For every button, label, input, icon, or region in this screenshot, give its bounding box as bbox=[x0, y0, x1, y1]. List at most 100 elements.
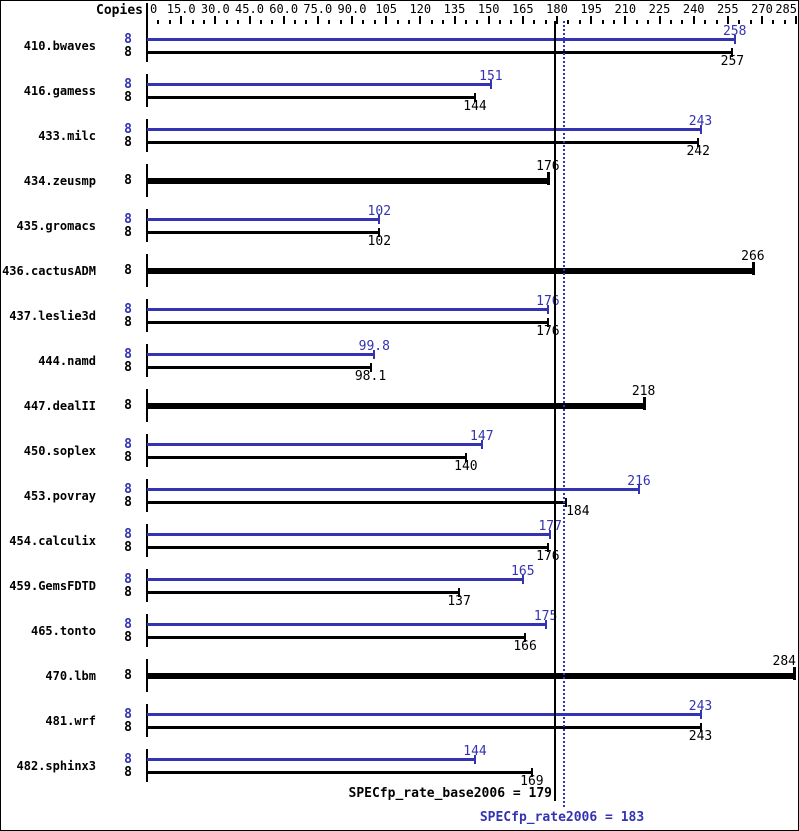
peak-bar-endcap bbox=[373, 349, 376, 359]
base-bar-endcap bbox=[546, 171, 550, 185]
benchmark-name: 433.milc bbox=[38, 128, 96, 143]
axis-minor-tick bbox=[499, 20, 502, 24]
row-baseline bbox=[146, 299, 148, 332]
benchmark-name: 444.namd bbox=[38, 353, 96, 368]
peak-bar bbox=[147, 37, 735, 41]
peak-bar bbox=[147, 82, 491, 86]
axis-minor-tick bbox=[225, 20, 228, 24]
axis-major-tick bbox=[658, 16, 661, 24]
benchmark-name: 447.dealII bbox=[23, 398, 96, 413]
base-bar-endcap bbox=[642, 396, 646, 410]
peak-bar bbox=[147, 712, 701, 716]
peak-bar bbox=[147, 307, 548, 311]
base-bar-endcap bbox=[530, 767, 533, 777]
axis-minor-tick bbox=[328, 20, 331, 24]
row-baseline bbox=[146, 119, 148, 152]
base-bar bbox=[147, 635, 526, 639]
axis-major-tick bbox=[590, 16, 593, 24]
axis-tick-label: 105 bbox=[375, 2, 398, 16]
axis-minor-tick bbox=[715, 20, 718, 24]
base-bar-endcap bbox=[378, 227, 381, 237]
bar-value-label: 176 bbox=[536, 323, 560, 339]
axis-minor-tick bbox=[396, 20, 399, 24]
base-bar-endcap bbox=[792, 666, 796, 680]
axis-minor-tick bbox=[783, 20, 786, 24]
copies-value-base: 8 bbox=[124, 719, 132, 735]
copies-value: 8 bbox=[124, 668, 132, 683]
peak-mean-label: SPECfp_rate2006 = 183 bbox=[479, 810, 645, 825]
row-baseline bbox=[146, 344, 148, 377]
base-bar-endcap bbox=[546, 542, 549, 552]
bar-value-label: 144 bbox=[463, 743, 487, 759]
copies-value: 8 bbox=[124, 398, 132, 413]
bar-value-label: 242 bbox=[686, 143, 710, 159]
axis-tick-label: 150 bbox=[477, 2, 500, 16]
copies-value-peak: 8 bbox=[124, 706, 132, 722]
axis-minor-tick bbox=[476, 20, 479, 24]
axis-major-tick bbox=[521, 16, 524, 24]
peak-bar-endcap bbox=[480, 439, 483, 449]
peak-bar-endcap bbox=[733, 34, 736, 44]
bar-value-label: 176 bbox=[536, 158, 560, 174]
copies-value-base: 8 bbox=[124, 494, 132, 510]
axis-tick-label: 45.0 bbox=[235, 2, 264, 16]
base-bar-endcap bbox=[474, 92, 476, 102]
axis-tick-label: 90.0 bbox=[337, 2, 367, 16]
bar-value-label: 243 bbox=[688, 698, 713, 714]
axis-minor-tick bbox=[567, 20, 570, 24]
base-bar-endcap bbox=[369, 362, 372, 372]
base-bar-endcap bbox=[697, 137, 700, 147]
axis-minor-tick bbox=[339, 20, 342, 24]
copies-value-peak: 8 bbox=[124, 616, 132, 632]
axis-minor-tick bbox=[362, 20, 365, 24]
peak-mean-line bbox=[562, 21, 565, 807]
base-bar bbox=[147, 365, 371, 369]
axis-minor-tick bbox=[544, 20, 547, 24]
bar-value-label: 144 bbox=[463, 98, 487, 114]
bar-value-label: 257 bbox=[720, 53, 745, 69]
benchmark-name: 465.tonto bbox=[30, 623, 96, 638]
bar-value-label: 176 bbox=[536, 548, 560, 564]
axis-minor-tick bbox=[202, 20, 205, 24]
copies-value: 8 bbox=[124, 173, 132, 188]
base-bar-endcap bbox=[464, 452, 467, 462]
copies-value-base: 8 bbox=[124, 629, 132, 645]
axis-tick-label: 15.0 bbox=[166, 2, 196, 16]
benchmark-name: 453.povray bbox=[23, 488, 96, 503]
axis-tick-label: 270 bbox=[751, 2, 773, 16]
axis-minor-tick bbox=[533, 20, 536, 24]
axis-major-tick bbox=[316, 16, 319, 24]
peak-bar bbox=[147, 127, 701, 131]
benchmark-name: 436.cactusADM bbox=[2, 263, 96, 278]
base-bar bbox=[147, 770, 532, 774]
axis-minor-tick bbox=[237, 20, 240, 24]
axis-minor-tick bbox=[647, 20, 650, 24]
bar-value-label: 137 bbox=[447, 593, 471, 609]
peak-bar bbox=[147, 217, 380, 221]
base-bar-endcap bbox=[731, 47, 734, 57]
axis-minor-tick bbox=[271, 20, 274, 24]
axis-major-tick bbox=[624, 16, 627, 24]
peak-bar-endcap bbox=[474, 754, 476, 764]
copies-column-header: Copies bbox=[96, 3, 143, 18]
benchmark-name: 435.gromacs bbox=[16, 218, 96, 233]
row-baseline bbox=[146, 749, 148, 782]
copies-value-base: 8 bbox=[124, 224, 132, 240]
axis-minor-tick bbox=[510, 20, 513, 24]
base-bar bbox=[147, 230, 380, 234]
benchmark-name: 437.leslie3d bbox=[9, 308, 96, 323]
axis-tick-label: 75.0 bbox=[303, 2, 333, 16]
copies-value-peak: 8 bbox=[124, 301, 132, 317]
axis-tick-label: 120 bbox=[409, 2, 432, 16]
axis-minor-tick bbox=[704, 20, 707, 24]
base-bar bbox=[147, 500, 567, 504]
axis-origin-line bbox=[146, 3, 148, 29]
copies-value-peak: 8 bbox=[124, 76, 132, 92]
base-bar-endcap bbox=[751, 261, 755, 275]
copies-value-peak: 8 bbox=[124, 346, 132, 362]
row-baseline bbox=[146, 614, 148, 647]
peak-bar-endcap bbox=[521, 574, 524, 584]
axis-minor-tick bbox=[464, 20, 467, 24]
peak-bar bbox=[147, 487, 639, 491]
base-bar bbox=[147, 590, 460, 594]
